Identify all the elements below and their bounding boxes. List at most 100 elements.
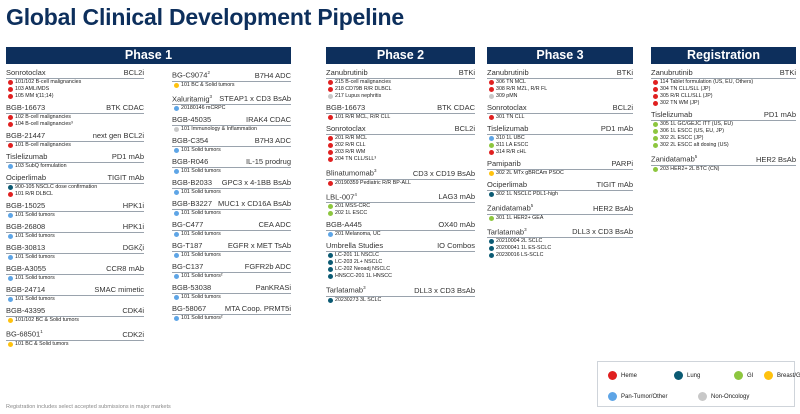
indication-dot [8,143,13,148]
drug-mechanism: next gen BCL2i [92,131,144,140]
indication-text: 203 R/R WM [335,149,366,155]
indication-text: 101 Solid tumors [181,168,221,174]
indication-dot [328,115,333,120]
drug-name: BGB-43395 [6,306,46,315]
drug-block: Tarlatamab3 DLL3 x CD3 BsAb 20230273 3L SC… [326,283,475,304]
indication-text: LC-202 Neoadj NSCLC [335,266,391,272]
drug-name-wrap: BGB-24714 [6,285,45,294]
indication-dot [328,80,333,85]
indication-dot [489,215,494,221]
indication-dot [489,143,494,148]
registration-column: Registration Zanubrutinib BTKi 114 Tablet … [651,47,796,406]
drug-header: Ociperlimab TIGIT mAb [6,173,144,184]
indication-row: 203 HER2+ 2L BTC (CN) [651,166,796,173]
drug-name-wrap: Ociperlimab [487,180,527,189]
indication-text: 101/102 B-cell malignancies [15,79,82,85]
legend-item: Non-Oncology [698,392,749,401]
drug-header: BGB-A445 OX40 mAb [326,220,475,231]
indication-text: 101 Immunology & Inflammation [181,126,257,132]
indication-text: 900-105 NSCLC dose confirmation [15,184,98,190]
indication-row: 302 1L NSCLC PDL1-high [487,191,633,198]
drug-block: Zanubrutinib BTKi 114 Tablet formulation (… [651,68,796,107]
drug-header: LBL-0074 LAG3 mAb [326,190,475,203]
indication-text: 101 R/R MCL, R/R CLL [335,114,391,120]
legend-dot [608,392,617,401]
drug-block: Zanidatamab5 HER2 BsAb 301 1L HER2+ GEA [487,201,633,222]
drug-name-wrap: BGB-B2033 [172,178,212,187]
drug-mechanism: PD1 mAb [111,152,144,161]
drug-mechanism: PanKRASi [255,283,291,292]
indication-row: 101/102 B-cell malignancies [6,79,144,86]
indication-dot [328,253,333,258]
drug-mechanism: IO Combos [437,241,475,250]
indication-row: 204 TN CLL/SLL³ [326,156,475,163]
indication-dot [489,239,494,244]
legend-dot [698,392,707,401]
drug-mechanism: SMAC mimetic [94,285,144,294]
drug-name: BG-T187 [172,241,203,250]
legend-dot [674,371,683,380]
drug-mechanism: IL-15 prodrug [245,157,291,166]
drug-mechanism: BTKi [616,68,633,77]
drug-block: Xaluritamig3 STEAP1 x CD3 BsAb 20180146 mC… [172,92,291,113]
drug-name-wrap: BGB-30813 [6,243,45,252]
indication-row: 20230016 LS-SCLC [487,252,633,259]
indication-row: 101 Solid tumors [6,212,144,219]
drug-name-wrap: BGB-26808 [6,222,45,231]
indication-text: 101 B-cell malignancies [15,142,71,148]
drug-footnote-mark: 4 [354,191,357,197]
indication-text: 204 TN CLL/SLL³ [335,156,377,162]
indication-row: 201 MSS-CRC [326,203,475,210]
indication-text: 101 Solid tumors [181,252,221,258]
drug-footnote-mark: 2 [207,70,210,75]
drug-name-wrap: BG-58067 [172,304,206,313]
indication-text: 101 Solid tumors [181,189,221,195]
drug-header: BG-C477 CEA ADC [172,220,291,231]
indication-text: 302 2L MTx gBRCAm PSOC [496,170,564,176]
drug-block: Pamiparib PARPi 302 2L MTx gBRCAm PSOC [487,159,633,177]
drug-block: Sonrotoclax BCL2i 101/102 B-cell malignanc… [6,68,144,100]
drug-mechanism: CCR8 mAb [106,264,144,273]
indication-dot [8,213,13,218]
indication-dot [174,295,179,300]
indication-row: 104 B-cell malignancies³ [6,121,144,128]
drug-name: Xaluritamig [172,94,210,103]
indication-dot [489,253,494,258]
drug-header: BGB-A3055 CCR8 mAb [6,264,144,275]
drug-header: Sonrotoclax BCL2i [326,124,475,135]
drug-name: BGB-30813 [6,243,46,252]
drug-name: Sonrotoclax [326,124,366,133]
drug-header: Sonrotoclax BCL2i [487,103,633,114]
drug-mechanism: TIGIT mAb [596,180,633,189]
drug-header: BGB-16673 BTK CDAC [326,103,475,114]
indication-row: 302 TN WM (JP) [651,100,796,107]
indication-row: LC-201 1L NSCLC [326,252,475,259]
indication-dot [328,87,333,92]
indication-row: 20230273 3L SCLC [326,297,475,304]
indication-text: 20190359 Pediatric R/R BP-ALL [335,179,411,186]
drug-mechanism: CD3 x CD19 BsAb [412,168,475,178]
drug-name: Tislelizumab [487,124,529,133]
indication-dot [653,101,658,106]
drug-mechanism: CEA ADC [258,220,291,229]
drug-mechanism: HER2 BsAb [592,203,633,213]
indication-row: 900-105 NSCLC dose confirmation [6,184,144,191]
footnote: Registration includes select accepted su… [6,404,171,410]
drug-name-wrap: Sonrotoclax [487,103,527,112]
indication-text: 101 Solid tumors [181,147,221,153]
indication-dot [653,166,658,172]
drug-name: Tislelizumab [6,152,48,161]
drug-block: Sonrotoclax BCL2i 201 R/R MCL 202 R/R CLL 20… [326,124,475,163]
drug-mechanism: EGFR x MET TsAb [227,241,291,250]
drug-block: BG-58067 MTA Coop. PRMT5i 101 Solid tumors… [172,304,291,322]
indication-dot [653,143,658,148]
indication-dot [174,190,179,195]
drug-header: Ociperlimab TIGIT mAb [487,180,633,191]
drug-header: Tislelizumab PD1 mAb [651,110,796,121]
indication-row: 103 SubQ formulation [6,163,144,170]
drug-header: Tislelizumab PD1 mAb [487,124,633,135]
indication-row: 311 LA ESCC [487,142,633,149]
indication-text: 101/102 BC & Solid tumors [15,317,79,323]
drug-block: BGB-53038 PanKRASi 101 Solid tumors [172,283,291,301]
drug-mechanism: TIGIT mAb [107,173,144,182]
